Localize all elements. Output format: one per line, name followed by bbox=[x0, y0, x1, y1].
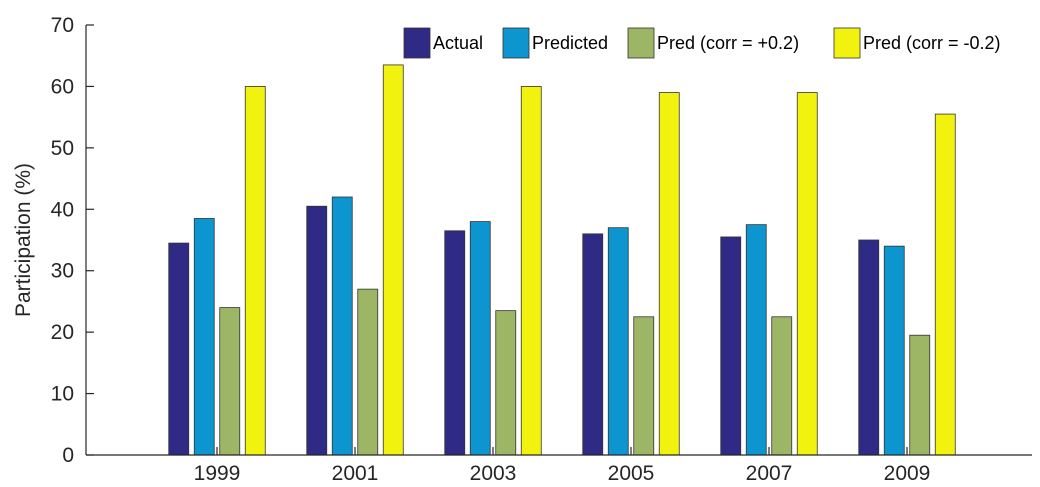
bar-pred-corr-0-2-2005 bbox=[633, 316, 655, 456]
bar-pred-corr-0-2-2009 bbox=[909, 334, 931, 456]
y-axis-title: Participation (%) bbox=[12, 163, 35, 317]
x-tick-label: 2007 bbox=[746, 462, 793, 485]
bar-pred-corr-0-2-2007 bbox=[771, 316, 793, 456]
bar-actual-2009 bbox=[858, 239, 880, 456]
legend-label-pred-corr-0-2: Pred (corr = -0.2) bbox=[863, 33, 1001, 53]
y-axis-ticks: 0 10 20 30 40 50 60 70 bbox=[51, 14, 94, 467]
bar-predicted-2009 bbox=[883, 245, 905, 456]
legend-swatch-pred-corr-0-2 bbox=[627, 27, 655, 59]
legend-swatch-actual bbox=[403, 27, 431, 59]
bar-pred-corr-0-2-2007 bbox=[796, 92, 818, 456]
y-tick-label: 30 bbox=[51, 260, 74, 283]
bar-predicted-2003 bbox=[469, 221, 491, 456]
bar-pred-corr-0-2-2005 bbox=[658, 92, 680, 456]
bar-actual-2007 bbox=[720, 236, 742, 456]
x-tick-label: 1999 bbox=[194, 462, 241, 485]
bar-actual-1999 bbox=[168, 242, 190, 456]
y-tick-label: 10 bbox=[51, 383, 74, 406]
y-tick-label: 20 bbox=[51, 321, 74, 344]
bar-pred-corr-0-2-2001 bbox=[382, 64, 404, 456]
legend-label-pred-corr-0-2: Pred (corr = +0.2) bbox=[657, 33, 799, 53]
x-tick-label: 2009 bbox=[884, 462, 931, 485]
legend-swatch-pred-corr-0-2 bbox=[833, 27, 861, 59]
bar-predicted-2001 bbox=[331, 196, 353, 456]
legend-label-predicted: Predicted bbox=[532, 33, 608, 53]
x-tick-label: 2003 bbox=[470, 462, 517, 485]
bar-predicted-2007 bbox=[745, 224, 767, 456]
x-tick-label: 2005 bbox=[608, 462, 655, 485]
legend: Actual Predicted Pred (corr = +0.2) Pred (c… bbox=[403, 27, 1001, 59]
bar-predicted-2005 bbox=[607, 227, 629, 456]
x-axis-ticks: 1999 2001 2003 2005 2007 2009 bbox=[194, 447, 931, 485]
bar-predicted-1999 bbox=[193, 218, 215, 456]
bar-pred-corr-0-2-2003 bbox=[495, 310, 517, 456]
x-tick-label: 2001 bbox=[332, 462, 379, 485]
y-tick-label: 50 bbox=[51, 137, 74, 160]
legend-label-actual: Actual bbox=[433, 33, 483, 53]
legend-swatch-predicted bbox=[502, 27, 530, 59]
y-tick-label: 40 bbox=[51, 198, 74, 221]
bar-pred-corr-0-2-2003 bbox=[520, 86, 542, 456]
y-tick-label: 60 bbox=[51, 75, 74, 98]
bar-pred-corr-0-2-2009 bbox=[934, 113, 956, 456]
bar-actual-2005 bbox=[582, 233, 604, 456]
y-tick-label: 70 bbox=[51, 14, 74, 37]
bar-pred-corr-0-2-1999 bbox=[244, 86, 266, 456]
bar-pred-corr-0-2-2001 bbox=[357, 288, 379, 456]
bar-actual-2003 bbox=[444, 230, 466, 456]
bar-pred-corr-0-2-1999 bbox=[219, 307, 241, 456]
bar-actual-2001 bbox=[306, 205, 328, 456]
bars-group bbox=[168, 64, 956, 456]
y-tick-label: 0 bbox=[62, 444, 74, 467]
